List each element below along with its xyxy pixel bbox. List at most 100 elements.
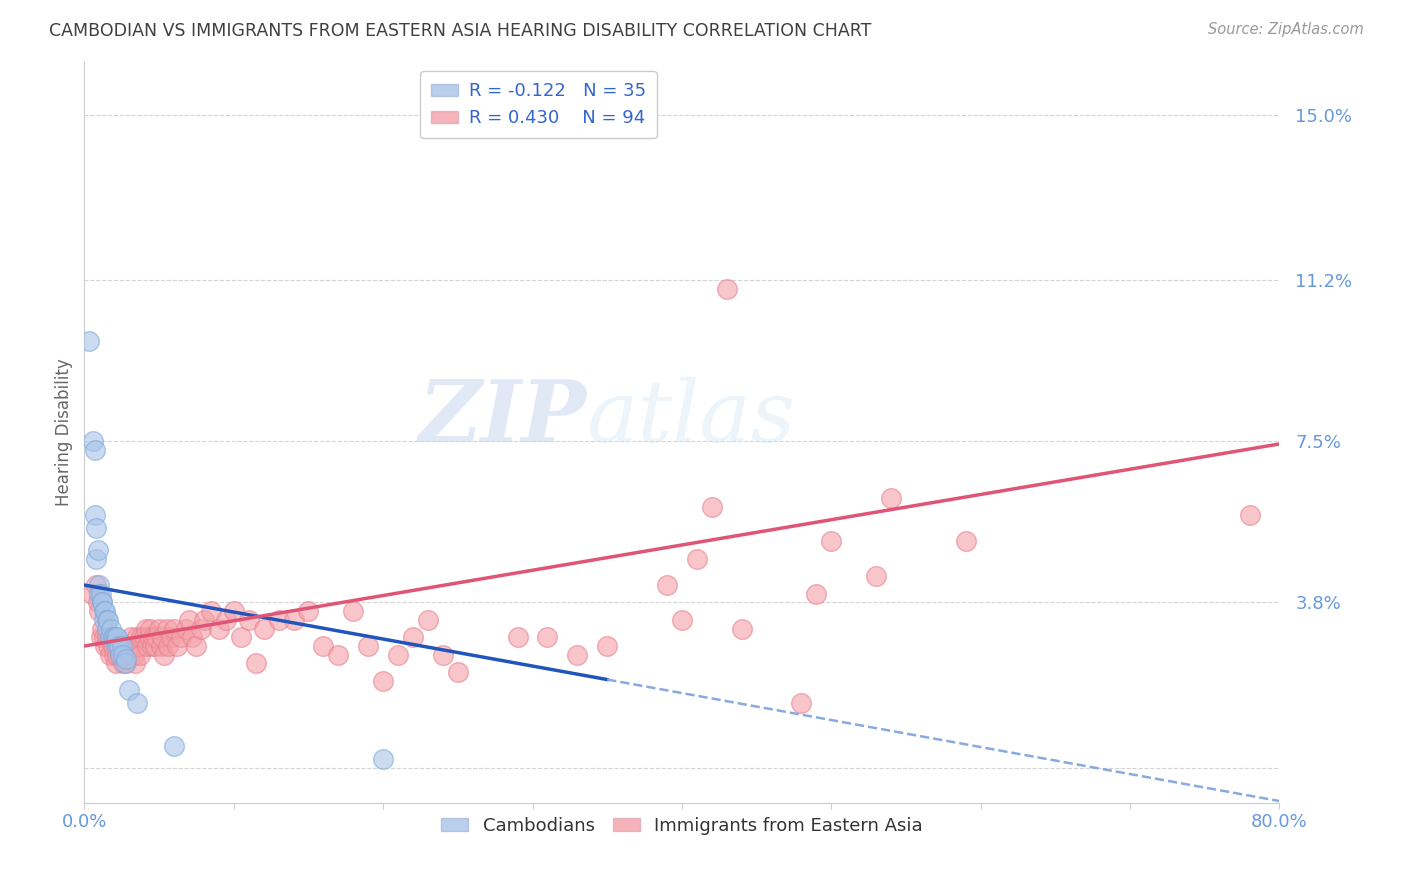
Point	[506, 630, 529, 644]
Point	[143, 639, 166, 653]
Point	[373, 673, 395, 688]
Point	[536, 630, 558, 644]
Point	[267, 613, 290, 627]
Point	[90, 587, 112, 601]
Point	[820, 534, 842, 549]
Point	[114, 648, 136, 662]
Point	[166, 639, 188, 653]
Point	[105, 630, 128, 644]
Point	[245, 657, 267, 671]
Point	[104, 657, 127, 671]
Point	[117, 639, 139, 653]
Point	[432, 648, 454, 662]
Point	[193, 613, 215, 627]
Point	[112, 657, 135, 671]
Point	[91, 622, 114, 636]
Point	[387, 648, 409, 662]
Point	[373, 752, 395, 766]
Point	[865, 569, 887, 583]
Point	[115, 652, 138, 666]
Point	[283, 613, 305, 627]
Point	[177, 613, 200, 627]
Point	[111, 639, 134, 653]
Point	[231, 630, 253, 644]
Point	[93, 630, 115, 644]
Point	[89, 578, 111, 592]
Point	[142, 630, 165, 644]
Point	[955, 534, 977, 549]
Point	[118, 682, 141, 697]
Point	[128, 648, 150, 662]
Point	[91, 595, 114, 609]
Point	[112, 648, 135, 662]
Point	[222, 604, 245, 618]
Point	[96, 630, 118, 644]
Point	[163, 622, 186, 636]
Point	[152, 648, 174, 662]
Point	[89, 587, 111, 601]
Point	[82, 434, 104, 449]
Point	[328, 648, 350, 662]
Point	[596, 639, 619, 653]
Point	[110, 648, 132, 662]
Point	[83, 508, 105, 523]
Point	[104, 630, 127, 644]
Point	[297, 604, 319, 618]
Point	[80, 587, 103, 601]
Point	[135, 622, 157, 636]
Point	[124, 657, 146, 671]
Point	[186, 639, 208, 653]
Point	[655, 578, 678, 592]
Point	[98, 630, 121, 644]
Point	[122, 648, 145, 662]
Point	[163, 739, 186, 754]
Point	[83, 443, 105, 458]
Point	[129, 630, 152, 644]
Point	[190, 622, 212, 636]
Point	[155, 622, 177, 636]
Point	[87, 543, 110, 558]
Point	[101, 639, 124, 653]
Point	[148, 622, 170, 636]
Point	[174, 622, 197, 636]
Point	[150, 630, 173, 644]
Point	[790, 696, 813, 710]
Point	[105, 639, 128, 653]
Point	[416, 613, 439, 627]
Point	[181, 630, 204, 644]
Point	[208, 622, 231, 636]
Point	[357, 639, 380, 653]
Point	[700, 500, 723, 514]
Point	[567, 648, 589, 662]
Y-axis label: Hearing Disability: Hearing Disability	[55, 359, 73, 507]
Point	[77, 334, 100, 348]
Point	[101, 630, 124, 644]
Point	[90, 630, 112, 644]
Point	[100, 622, 122, 636]
Point	[97, 613, 120, 627]
Point	[157, 639, 180, 653]
Point	[110, 648, 132, 662]
Point	[118, 648, 141, 662]
Point	[96, 622, 118, 636]
Point	[86, 578, 108, 592]
Point	[238, 613, 260, 627]
Point	[731, 622, 754, 636]
Point	[103, 648, 125, 662]
Point	[107, 639, 129, 653]
Point	[342, 604, 364, 618]
Point	[87, 595, 110, 609]
Point	[145, 630, 167, 644]
Text: atlas: atlas	[586, 376, 796, 459]
Point	[806, 587, 828, 601]
Point	[136, 639, 159, 653]
Point	[100, 630, 122, 644]
Point	[312, 639, 335, 653]
Point	[89, 604, 111, 618]
Point	[671, 613, 693, 627]
Point	[132, 630, 156, 644]
Point	[98, 648, 121, 662]
Point	[93, 604, 115, 618]
Point	[114, 657, 136, 671]
Point	[141, 639, 163, 653]
